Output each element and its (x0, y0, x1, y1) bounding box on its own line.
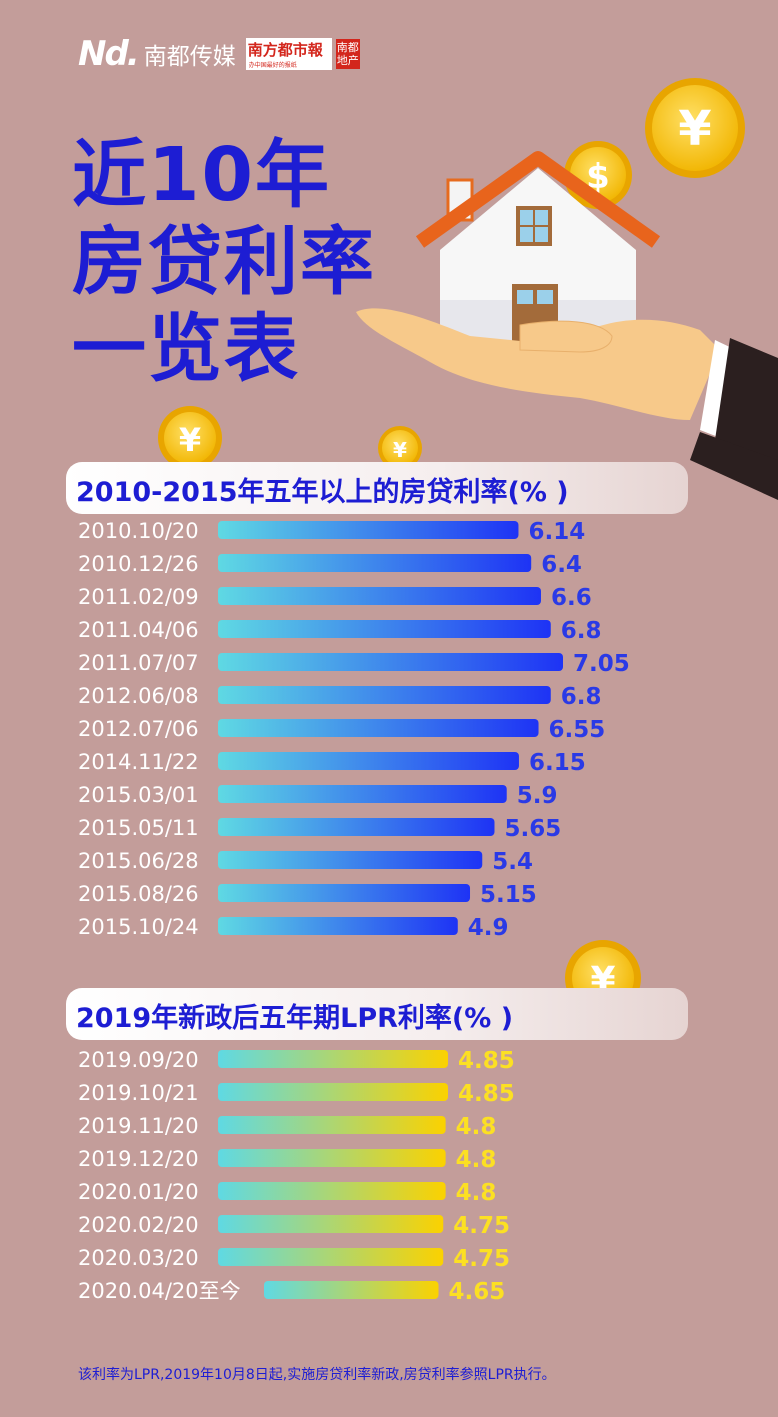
category-label: 2015.08/26 (78, 882, 199, 906)
bar (218, 653, 563, 671)
bar (218, 1116, 446, 1134)
category-label: 2019.12/20 (78, 1147, 199, 1171)
category-label: 2012.07/06 (78, 717, 199, 741)
newspaper-name: 南方都市報 (247, 41, 323, 59)
value-label: 4.85 (458, 1048, 515, 1074)
value-label: 5.65 (504, 816, 561, 842)
category-label: 2020.02/20 (78, 1213, 199, 1237)
value-label: 6.4 (541, 552, 582, 578)
value-label: 6.8 (561, 618, 602, 644)
value-label: 6.8 (561, 684, 602, 710)
bar (218, 818, 495, 836)
bar (218, 1083, 448, 1101)
category-label: 2015.10/24 (78, 915, 199, 939)
bar (218, 785, 507, 803)
value-label: 4.65 (449, 1279, 506, 1305)
category-label: 2020.04/20至今 (78, 1279, 241, 1303)
newspaper-slogan: 办中国最好的报纸 (248, 62, 297, 69)
category-label: 2010.12/26 (78, 552, 199, 576)
coin-symbol: ¥ (678, 101, 711, 157)
nd-logo: Nd. (78, 34, 140, 74)
value-label: 4.8 (456, 1180, 497, 1206)
bar (218, 1149, 446, 1167)
coin-symbol: ¥ (179, 421, 201, 459)
bar (218, 752, 519, 770)
bar (218, 851, 483, 869)
category-label: 2015.03/01 (78, 783, 199, 807)
value-label: 5.15 (480, 882, 537, 908)
coin-icon: ¥ (378, 426, 422, 470)
section-header-2019-lpr: 2019年新政后五年期LPR利率(% ) (66, 988, 688, 1040)
bar (218, 1248, 444, 1266)
bar (218, 554, 532, 572)
value-label: 6.55 (549, 717, 606, 743)
bar (218, 1182, 446, 1200)
section-header-2010-2015: 2010-2015年五年以上的房贷利率(% ) (66, 462, 688, 514)
media-name: 南都传媒 (143, 44, 236, 70)
title-line-3: 一览表 (72, 306, 300, 392)
category-label: 2020.01/20 (78, 1180, 199, 1204)
bar (218, 917, 458, 935)
bar (218, 719, 539, 737)
category-label: 2012.06/08 (78, 684, 199, 708)
coin-symbol: $ (586, 157, 610, 197)
category-label: 2011.07/07 (78, 651, 199, 675)
bar (218, 620, 551, 638)
bar (218, 884, 471, 902)
bar (218, 1050, 448, 1068)
category-label: 2019.11/20 (78, 1114, 199, 1138)
category-label: 2015.05/11 (78, 816, 199, 840)
newspaper-logo: 南方都市報 办中国最好的报纸 (245, 38, 332, 70)
estate-seal: 南都地产 (335, 39, 360, 69)
footnote: 该利率为LPR,2019年10月8日起,实施房贷利率新政,房贷利率参照LPR执行… (78, 1367, 556, 1383)
bar (218, 521, 519, 539)
category-label: 2019.10/21 (78, 1081, 199, 1105)
value-label: 5.4 (492, 849, 533, 875)
title-line-1: 近10年 (72, 132, 331, 218)
value-label: 4.8 (456, 1147, 497, 1173)
value-label: 6.15 (529, 750, 586, 776)
category-label: 2010.10/20 (78, 519, 199, 543)
bar (218, 1215, 444, 1233)
value-label: 4.75 (453, 1246, 510, 1272)
category-label: 2014.11/22 (78, 750, 199, 774)
value-label: 4.85 (458, 1081, 515, 1107)
category-label: 2020.03/20 (78, 1246, 199, 1270)
value-label: 4.9 (468, 915, 509, 941)
bar (264, 1281, 439, 1299)
category-label: 2015.06/28 (78, 849, 199, 873)
category-label: 2011.02/09 (78, 585, 199, 609)
value-label: 7.05 (573, 651, 630, 677)
section-title: 2010-2015年五年以上的房贷利率(% ) (76, 477, 569, 508)
category-label: 2011.04/06 (78, 618, 199, 642)
coin-icon: ¥ (645, 78, 745, 178)
coin-icon: ¥ (158, 406, 222, 470)
value-label: 6.6 (551, 585, 592, 611)
section-title: 2019年新政后五年期LPR利率(% ) (76, 1003, 514, 1034)
title-line-2: 房贷利率 (72, 219, 376, 305)
brand-header: Nd. 南都传媒 南方都市報 办中国最好的报纸 南都地产 (78, 34, 360, 74)
value-label: 6.14 (528, 519, 585, 545)
page-title: 近10年 房贷利率 一览表 (72, 132, 376, 393)
coin-symbol: ¥ (393, 438, 407, 462)
bar (218, 587, 541, 605)
category-label: 2019.09/20 (78, 1048, 199, 1072)
value-label: 5.9 (517, 783, 558, 809)
hand-icon (356, 308, 778, 500)
bar (218, 686, 551, 704)
value-label: 4.75 (453, 1213, 510, 1239)
value-label: 4.8 (456, 1114, 497, 1140)
